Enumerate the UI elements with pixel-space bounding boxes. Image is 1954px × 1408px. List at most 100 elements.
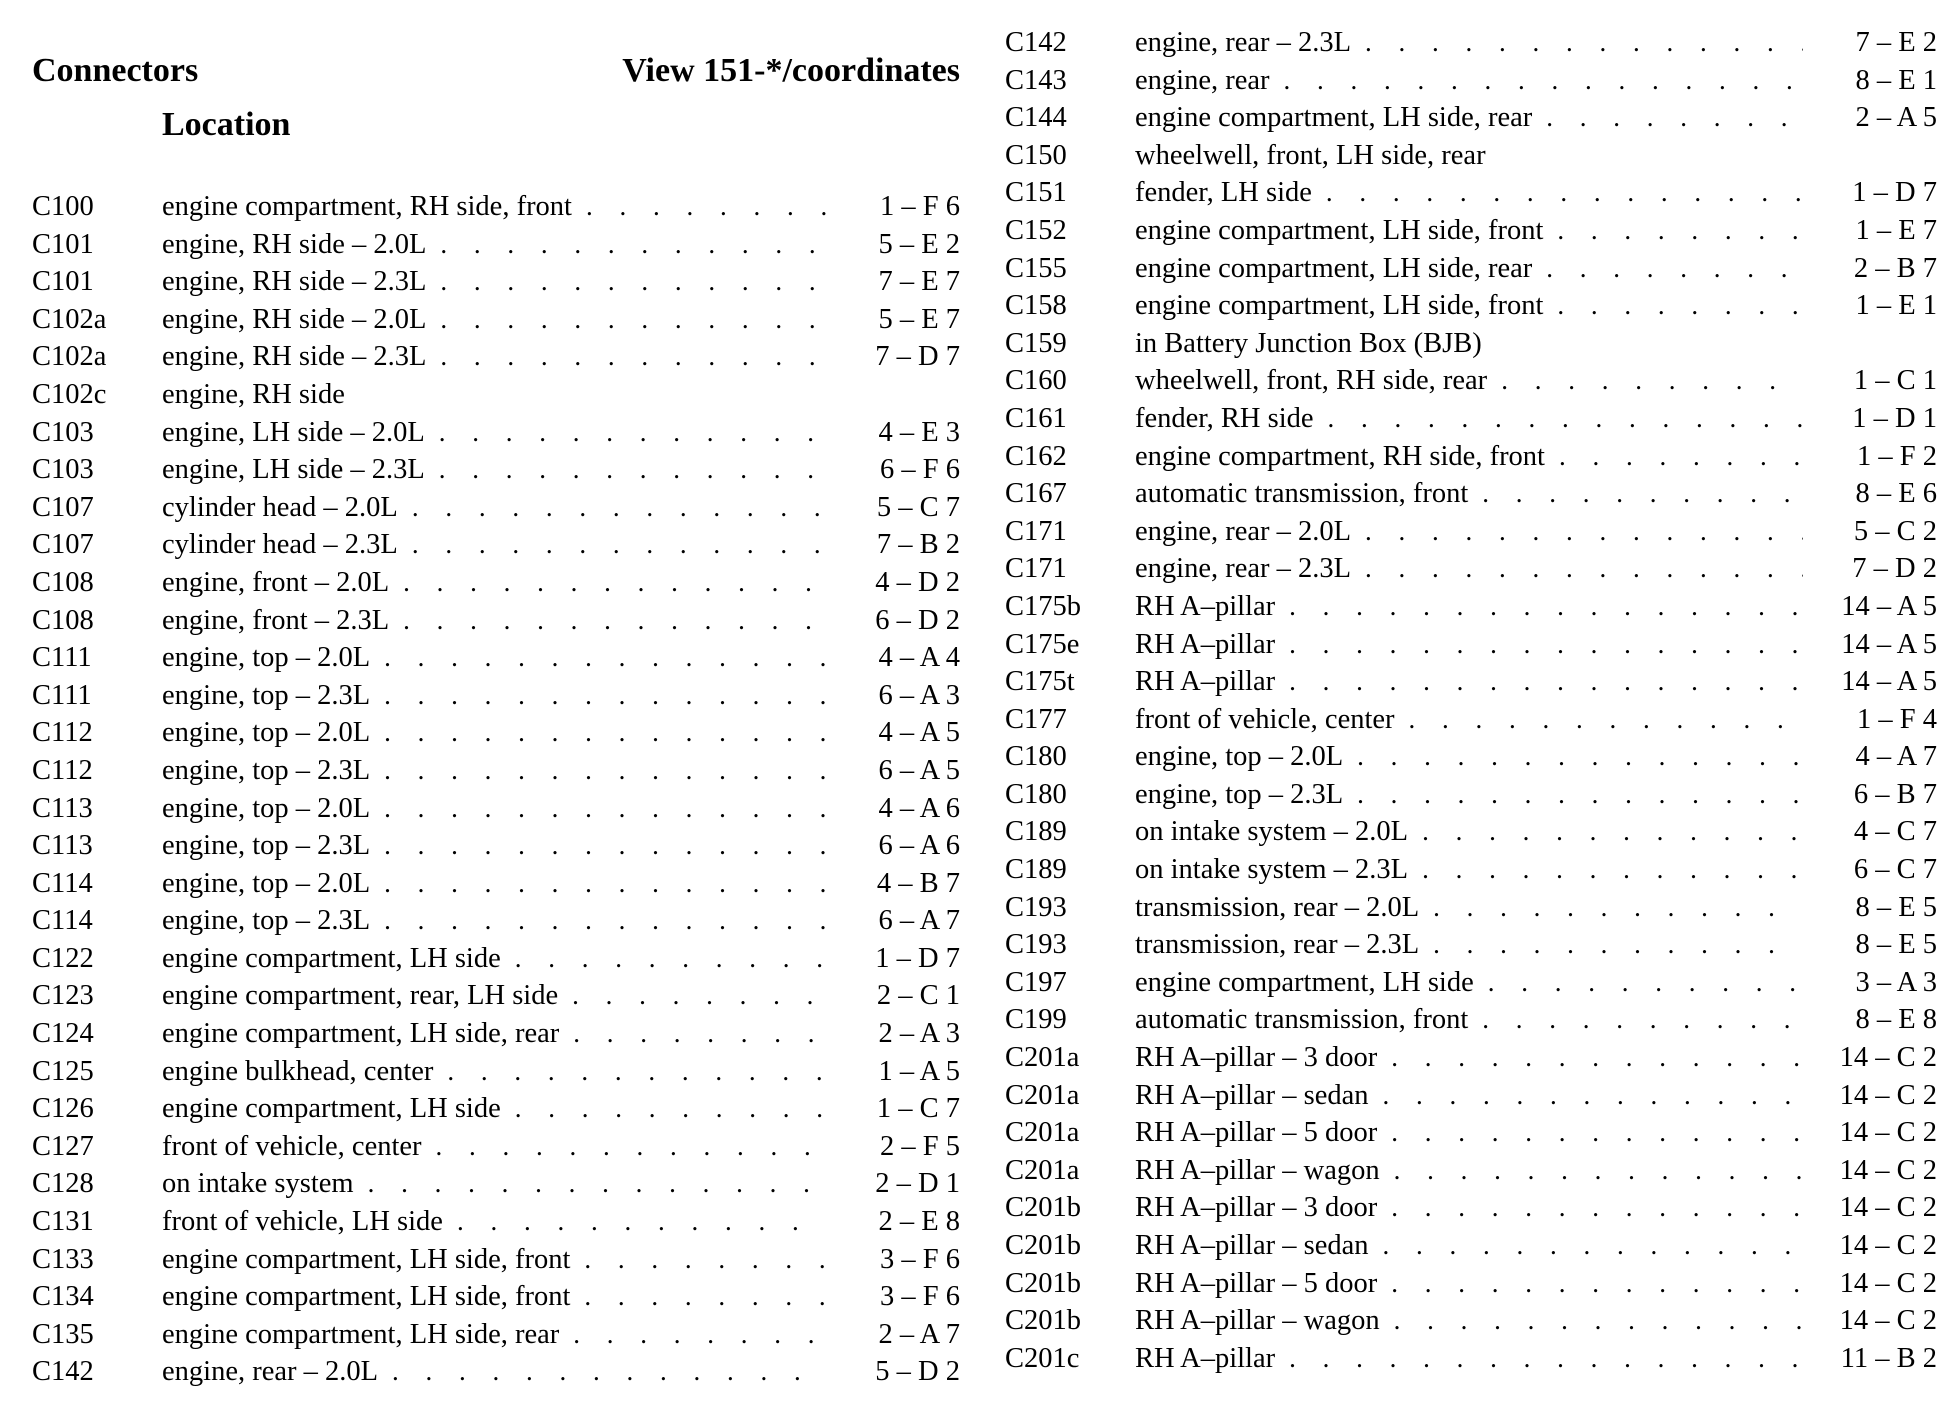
- grid-coordinate: 7 – D 7: [875, 341, 960, 373]
- grid-coordinate: 8 – E 6: [1855, 478, 1937, 510]
- table-row: C160 wheelwell, front, RH side, rear . . .…: [1005, 362, 1937, 400]
- connector-id: C142: [32, 1356, 94, 1388]
- dot-leader: . . . . . . . . . . . . . . . . . . . . …: [1393, 1305, 1803, 1336]
- dot-leader: . . . . . . . . . . . . . . . . . . . . …: [1365, 27, 1803, 57]
- connector-id: C151: [1005, 177, 1067, 209]
- table-row: C201b RH A–pillar – 5 door . . . . . . . .…: [1005, 1265, 1937, 1303]
- connector-id: C112: [32, 754, 93, 786]
- connector-id: C131: [32, 1206, 94, 1238]
- connector-id: C100: [32, 191, 94, 222]
- dot-leader: . . . . . . . . . . . . . . . . . . . . …: [1558, 440, 1803, 471]
- dot-leader: . . . . . . . . . . . . . . . . . . . . …: [1289, 590, 1803, 621]
- table-row: C125 engine bulkhead, center . . . . . . .…: [32, 1053, 960, 1091]
- connector-id: C161: [1005, 402, 1067, 434]
- table-row: C177 front of vehicle, center . . . . . . …: [1005, 701, 1937, 739]
- dot-leader: . . . . . . . . . . . . . . . . . . . . …: [456, 1206, 826, 1237]
- connector-id: C101: [32, 266, 94, 298]
- connector-location: engine, LH side – 2.0L: [162, 416, 425, 448]
- table-row: C126 engine compartment, LH side . . . . .…: [32, 1090, 960, 1128]
- connector-id: C171: [1005, 515, 1067, 547]
- grid-coordinate: 2 – D 1: [875, 1168, 960, 1200]
- grid-coordinate: 14 – C 2: [1839, 1230, 1937, 1261]
- connector-location: cylinder head – 2.0L: [162, 491, 398, 523]
- table-row: C103 engine, LH side – 2.3L . . . . . . . …: [32, 451, 960, 489]
- connector-location: front of vehicle, center: [162, 1130, 422, 1162]
- connector-location: transmission, rear – 2.0L: [1135, 891, 1420, 923]
- connector-location: automatic transmission, front: [1135, 478, 1469, 510]
- table-row: C180 engine, top – 2.0L . . . . . . . . . …: [1005, 738, 1937, 776]
- table-row: C128 on intake system . . . . . . . . . . …: [32, 1165, 960, 1203]
- connector-id: C180: [1005, 778, 1067, 810]
- grid-coordinate: 6 – F 6: [880, 454, 960, 486]
- grid-coordinate: 5 – D 2: [875, 1356, 960, 1388]
- grid-coordinate: 2 – E 8: [878, 1206, 960, 1238]
- dot-leader: . . . . . . . . . . . . . . . . . . . . …: [438, 454, 826, 485]
- connector-location: engine compartment, LH side, front: [162, 1281, 571, 1313]
- grid-coordinate: 2 – A 3: [878, 1018, 960, 1050]
- connector-id: C143: [1005, 64, 1067, 96]
- connector-id: C201a: [1005, 1042, 1080, 1074]
- table-row: C143 engine, rear . . . . . . . . . . . . …: [1005, 62, 1937, 100]
- connector-id: C113: [32, 792, 93, 824]
- grid-coordinate: 1 – D 7: [1852, 177, 1937, 209]
- grid-coordinate: 3 – F 6: [880, 1243, 960, 1275]
- connector-id: C175t: [1005, 666, 1075, 698]
- grid-coordinate: 1 – A 5: [878, 1055, 960, 1087]
- grid-coordinate: 8 – E 5: [1855, 929, 1937, 961]
- grid-coordinate: 1 – E 1: [1855, 290, 1937, 322]
- connector-location: RH A–pillar: [1135, 590, 1276, 622]
- connector-location: engine compartment, LH side: [1135, 966, 1474, 998]
- connector-location: RH A–pillar – 3 door: [1135, 1042, 1378, 1074]
- connector-location: fender, RH side: [1135, 402, 1314, 434]
- table-row: C134 engine compartment, LH side, front . …: [32, 1278, 960, 1316]
- connector-location: RH A–pillar: [1135, 666, 1276, 698]
- dot-leader: . . . . . . . . . . . . . . . . . . . . …: [384, 717, 826, 748]
- dot-leader: . . . . . . . . . . . . . . . . . . . . …: [584, 1281, 826, 1312]
- dot-leader: . . . . . . . . . . . . . . . . . . . . …: [384, 830, 826, 861]
- table-row: C152 engine compartment, LH side, front . …: [1005, 212, 1937, 250]
- table-row: C100 engine compartment, RH side, front . …: [32, 188, 960, 226]
- grid-coordinate: 14 – C 2: [1839, 1305, 1937, 1337]
- connector-id: C171: [1005, 553, 1067, 585]
- dot-leader: . . . . . . . . . . . . . . . . . . . . …: [440, 266, 826, 297]
- table-row: C113 engine, top – 2.0L . . . . . . . . . …: [32, 790, 960, 828]
- dot-leader: . . . . . . . . . . . . . . . . . . . . …: [403, 566, 826, 597]
- connector-id: C180: [1005, 741, 1067, 773]
- dot-leader: . . . . . . . . . . . . . . . . . . . . …: [384, 754, 826, 785]
- grid-coordinate: 6 – A 5: [878, 754, 960, 786]
- connector-location: engine, top – 2.3L: [162, 679, 371, 711]
- connector-id: C124: [32, 1018, 94, 1050]
- connector-id: C197: [1005, 966, 1067, 998]
- connector-location: engine, rear – 2.3L: [1135, 27, 1352, 58]
- dot-leader: . . . . . . . . . . . . . . . . . . . . …: [1289, 628, 1803, 659]
- connector-id: C107: [32, 491, 94, 523]
- connector-id: C167: [1005, 478, 1067, 510]
- table-row: C102a engine, RH side – 2.0L . . . . . . .…: [32, 301, 960, 339]
- connector-location: engine bulkhead, center: [162, 1055, 434, 1087]
- table-row: C124 engine compartment, LH side, rear . .…: [32, 1015, 960, 1053]
- connector-id: C126: [32, 1093, 94, 1125]
- connector-location: fender, LH side: [1135, 177, 1312, 209]
- table-row: C144 engine compartment, LH side, rear . .…: [1005, 99, 1937, 137]
- table-row: C162 engine compartment, RH side, front . …: [1005, 438, 1937, 476]
- dot-leader: . . . . . . . . . . . . . . . . . . . . …: [392, 1356, 826, 1387]
- table-row: C201b RH A–pillar – sedan . . . . . . . . …: [1005, 1227, 1937, 1265]
- connector-id: C114: [32, 867, 93, 899]
- dot-leader: . . . . . . . . . . . . . . . . . . . . …: [1327, 402, 1803, 433]
- dot-leader: . . . . . . . . . . . . . . . . . . . . …: [447, 1055, 826, 1086]
- grid-coordinate: 14 – A 5: [1841, 590, 1937, 622]
- connector-id: C201b: [1005, 1305, 1082, 1337]
- table-row: C201a RH A–pillar – sedan . . . . . . . . …: [1005, 1077, 1937, 1115]
- grid-coordinate: 14 – C 2: [1839, 1079, 1937, 1111]
- grid-coordinate: 1 – E 7: [1855, 214, 1937, 246]
- table-row: C112 engine, top – 2.0L . . . . . . . . . …: [32, 714, 960, 752]
- connector-id: C175b: [1005, 590, 1082, 622]
- dot-leader: . . . . . . . . . . . . . . . . . . . . …: [438, 416, 826, 447]
- connector-id: C135: [32, 1318, 94, 1350]
- grid-coordinate: 5 – E 2: [878, 228, 960, 260]
- table-row: C201b RH A–pillar – wagon . . . . . . . . …: [1005, 1302, 1937, 1340]
- dot-leader: . . . . . . . . . . . . . . . . . . . . …: [1482, 1004, 1803, 1035]
- table-row: C113 engine, top – 2.3L . . . . . . . . . …: [32, 827, 960, 865]
- table-row: C199 automatic transmission, front . . . .…: [1005, 1001, 1937, 1039]
